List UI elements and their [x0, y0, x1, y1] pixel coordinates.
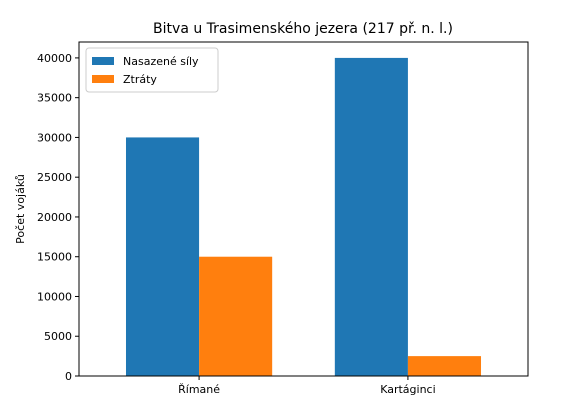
legend-swatch — [92, 57, 114, 65]
y-tick-label: 40000 — [37, 52, 72, 65]
bar-losses-1 — [407, 356, 482, 376]
bar-forces-0 — [125, 137, 200, 376]
legend-label: Ztráty — [123, 73, 157, 86]
x-tick-label: Kartáginci — [380, 383, 435, 396]
y-tick-label: 0 — [65, 370, 72, 383]
legend-box — [85, 47, 219, 93]
legend-label: Nasazené síly — [123, 55, 199, 68]
y-tick-label: 15000 — [37, 251, 72, 264]
bar-losses-0 — [199, 256, 273, 376]
chart-title: Bitva u Trasimenského jezera (217 př. n.… — [153, 21, 453, 37]
y-tick-label: 25000 — [37, 171, 72, 184]
plot-frame — [78, 41, 529, 377]
y-tick-label: 5000 — [44, 330, 72, 343]
y-axis: 0 5000 10000 15000 20000 25000 30000 35000 40000 — [37, 52, 79, 383]
y-axis-title: Počet vojáků — [14, 174, 27, 244]
bar-forces-1 — [334, 57, 408, 377]
x-tick-label: Římané — [178, 383, 220, 396]
bars-group — [125, 57, 482, 377]
x-axis: Římané Kartáginci — [178, 376, 436, 396]
y-tick-label: 30000 — [37, 131, 72, 144]
legend-swatch — [92, 75, 114, 83]
y-tick-label: 10000 — [37, 290, 72, 303]
legend: Nasazené síly Ztráty — [85, 47, 219, 93]
y-tick-label: 35000 — [37, 92, 72, 105]
y-tick-label: 20000 — [37, 211, 72, 224]
